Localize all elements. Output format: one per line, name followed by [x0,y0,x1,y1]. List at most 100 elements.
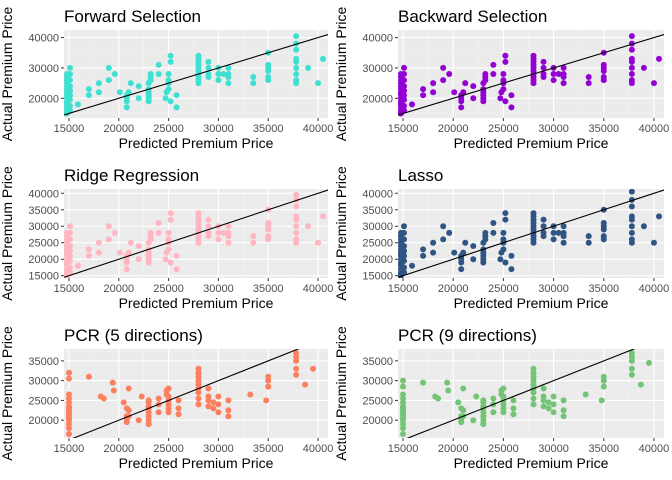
x-tick-label: 25000 [153,123,184,135]
panel-title: Ridge Regression [64,166,199,185]
data-point [320,55,327,62]
x-tick-label: 35000 [588,283,619,295]
x-tick-label: 30000 [538,283,569,295]
data-point [628,46,635,53]
data-point [125,249,132,256]
data-point [173,252,180,259]
data-point [250,74,257,81]
data-point [293,64,300,71]
data-point [640,64,647,71]
data-point [167,216,174,223]
data-point [165,385,172,392]
data-point [195,80,202,87]
data-point [138,393,145,400]
data-point [125,385,132,392]
data-point [225,397,232,404]
data-point [210,399,217,406]
data-point [109,379,116,386]
data-point [215,393,222,400]
data-point [628,236,635,243]
data-point [490,71,497,77]
data-point [155,61,162,68]
data-point [502,216,509,223]
data-point [470,417,477,424]
data-point [175,411,182,418]
data-point [155,409,162,416]
data-point [135,256,142,263]
data-point [502,98,509,105]
data-point [225,229,232,236]
data-point [470,95,477,102]
data-point [66,247,73,254]
x-tick-label: 15000 [388,443,419,455]
x-tick-label: 20000 [103,283,134,295]
x-tick-label: 25000 [153,443,184,455]
data-point [628,223,635,230]
panel-5: 15000 20000 25000 30000 35000 40000 20000 25000… [0,326,333,471]
data-point [215,77,222,84]
panel-4: 15000 20000 25000 30000 35000 40000 15000 20000… [333,166,669,311]
x-tick-label: 20000 [438,283,469,295]
y-tick-label: 30000 [362,221,393,233]
data-point [482,229,489,236]
y-tick-label: 20000 [362,254,393,266]
data-point [430,239,437,246]
data-point [462,239,469,246]
x-tick-label: 40000 [639,283,670,295]
data-point [455,399,462,406]
data-point [508,266,515,273]
data-point [401,257,408,264]
x-axis-label: Predicted Premium Price [119,135,274,151]
data-point [545,399,552,406]
data-point [165,236,172,243]
y-tick-label: 20000 [28,93,59,105]
data-point [500,229,507,236]
data-point [598,397,605,404]
data-point [215,409,222,416]
data-point [195,52,202,59]
y-tick-label: 35000 [362,205,393,217]
data-point [628,203,635,210]
data-point [600,61,607,68]
data-point [65,375,72,382]
data-point [205,385,212,392]
panel-title: PCR (5 directions) [64,326,203,345]
data-point [265,233,272,240]
data-point [147,71,154,77]
data-point [560,229,567,236]
x-tick-label: 15000 [54,443,85,455]
data-point [585,74,592,81]
data-point [66,77,73,84]
data-point [540,393,547,400]
y-tick-label: 40000 [362,188,393,200]
data-point [451,249,458,256]
data-point [293,46,300,53]
data-point [401,96,408,103]
data-point [560,80,567,87]
data-point [135,417,142,424]
data-point [293,223,300,230]
data-point [420,246,427,253]
data-point [560,71,567,77]
data-point [205,64,212,71]
data-point [401,264,408,271]
data-point [225,413,232,420]
data-point [470,256,477,263]
data-point [585,233,592,240]
x-tick-label: 30000 [538,123,569,135]
data-point [66,269,73,276]
data-point [460,249,467,256]
y-tick-label: 25000 [28,395,59,407]
panel-1: 15000 20000 25000 30000 35000 40000 20000 30000… [0,6,333,151]
y-tick-label: 25000 [362,238,393,250]
panel-title: Forward Selection [64,7,201,26]
data-point [530,239,537,246]
data-point [401,252,408,259]
x-tick-label: 15000 [388,123,419,135]
data-point [508,252,515,259]
x-tick-label: 30000 [538,443,569,455]
data-point [530,395,537,402]
x-axis-label: Predicted Premium Price [119,295,274,311]
data-point [173,266,180,273]
